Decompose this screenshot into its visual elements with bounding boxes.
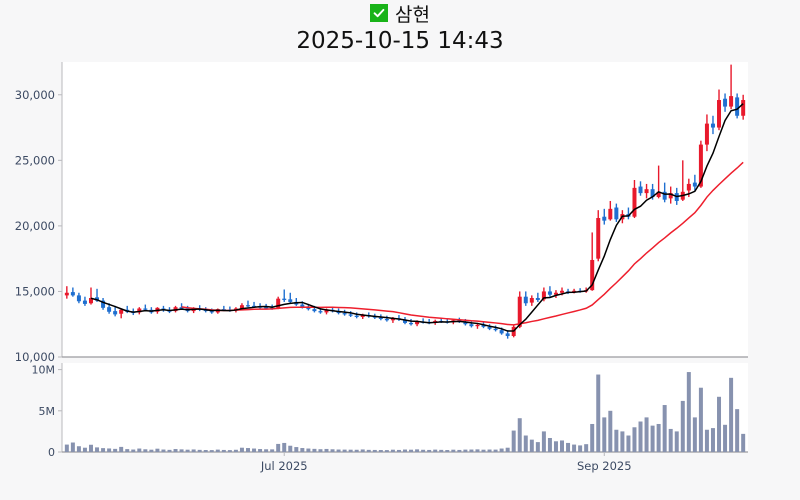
- volume-y-axis: 0 5M 10M: [32, 364, 62, 459]
- volume-tick-label: 0: [48, 446, 55, 459]
- title-row: 삼현: [0, 0, 800, 26]
- page-title: 삼현: [395, 3, 430, 26]
- chart-timestamp: 2025-10-15 14:43: [296, 28, 504, 54]
- price-tick-label: 20,000: [15, 219, 55, 233]
- x-tick-label: Sep 2025: [577, 459, 632, 473]
- price-plot-area: [62, 62, 748, 357]
- x-tick-label: Jul 2025: [260, 459, 308, 473]
- moving-average-long-line: [181, 161, 744, 326]
- price-tick-label: 10,000: [15, 350, 55, 364]
- green-check-icon: [370, 4, 389, 22]
- price-y-axis: 10,000 15,000 20,000 25,000 30,000: [15, 88, 62, 364]
- chart-header: 삼현 2025-10-15 14:43: [0, 0, 800, 55]
- x-axis-ticks: Jul 2025 Sep 2025: [260, 452, 632, 473]
- price-tick-label: 30,000: [15, 88, 55, 102]
- moving-average-short-line: [90, 103, 744, 332]
- volume-tick-label: 5M: [39, 405, 56, 418]
- price-tick-label: 25,000: [15, 153, 55, 167]
- price-tick-label: 15,000: [15, 284, 55, 298]
- volume-bars: [64, 372, 746, 452]
- volume-tick-label: 10M: [32, 364, 56, 377]
